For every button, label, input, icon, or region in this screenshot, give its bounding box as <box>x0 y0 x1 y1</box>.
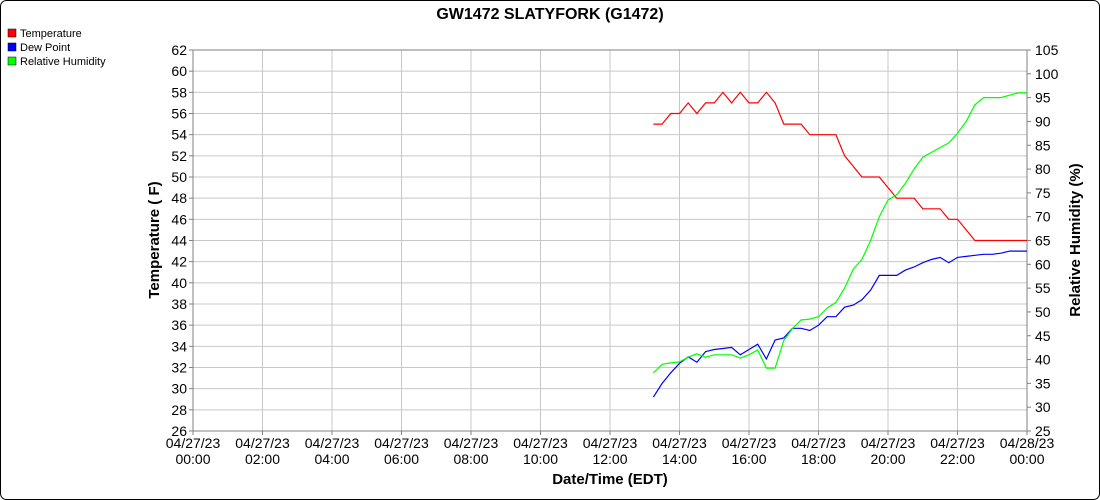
x-axis-title: Date/Time (EDT) <box>552 471 668 488</box>
x-tick-label: 04/28/23 <box>1000 435 1055 451</box>
y-axis-title: Temperature ( F) <box>146 181 163 298</box>
x-tick-label: 04/27/23 <box>861 435 916 451</box>
legend-label: Relative Humidity <box>20 56 106 68</box>
y-tick-label: 36 <box>171 317 187 333</box>
x-tick-label: 10:00 <box>523 451 558 467</box>
x-tick-label: 02:00 <box>245 451 280 467</box>
x-tick-label: 04/27/23 <box>930 435 985 451</box>
x-tick-label: 04/27/23 <box>374 435 429 451</box>
x-tick-label: 04/27/23 <box>444 435 499 451</box>
legend-swatch <box>7 28 17 38</box>
y-tick-label: 50 <box>171 169 187 185</box>
y2-tick-label: 55 <box>1035 280 1051 296</box>
y-tick-label: 40 <box>171 275 187 291</box>
x-tick-label: 16:00 <box>731 451 766 467</box>
y2-tick-label: 60 <box>1035 256 1051 272</box>
legend-label: Temperature <box>20 28 82 40</box>
y-tick-label: 44 <box>171 233 187 249</box>
y-tick-label: 32 <box>171 360 187 376</box>
x-tick-label: 04/27/23 <box>235 435 290 451</box>
y2-tick-label: 45 <box>1035 328 1051 344</box>
y2-tick-label: 80 <box>1035 161 1051 177</box>
x-tick-label: 04/27/23 <box>166 435 221 451</box>
y2-tick-label: 100 <box>1035 66 1059 82</box>
legend-swatch <box>7 42 17 52</box>
x-tick-label: 04/27/23 <box>305 435 360 451</box>
x-tick-label: 06:00 <box>384 451 419 467</box>
y2-tick-label: 105 <box>1035 42 1059 58</box>
y-tick-label: 30 <box>171 381 187 397</box>
y2-tick-label: 25 <box>1035 423 1051 439</box>
x-tick-label: 00:00 <box>175 451 210 467</box>
y-tick-label: 54 <box>171 127 187 143</box>
y2-tick-label: 65 <box>1035 233 1051 249</box>
series-line <box>652 92 1027 374</box>
x-tick-label: 08:00 <box>453 451 488 467</box>
y-tick-label: 38 <box>171 296 187 312</box>
y-tick-label: 46 <box>171 211 187 227</box>
y2-tick-label: 30 <box>1035 399 1051 415</box>
x-tick-label: 04/27/23 <box>652 435 707 451</box>
y-tick-label: 42 <box>171 254 187 270</box>
y-tick-label: 56 <box>171 106 187 122</box>
y2-tick-label: 35 <box>1035 375 1051 391</box>
y-tick-label: 60 <box>171 63 187 79</box>
y2-axis-title: Relative Humidity (%) <box>1067 163 1084 316</box>
y2-tick-label: 50 <box>1035 304 1051 320</box>
x-tick-label: 12:00 <box>592 451 627 467</box>
y2-tick-label: 90 <box>1035 113 1051 129</box>
y-tick-label: 58 <box>171 84 187 100</box>
x-tick-label: 20:00 <box>870 451 905 467</box>
y-tick-label: 52 <box>171 148 187 164</box>
y-tick-label: 28 <box>171 402 187 418</box>
x-tick-label: 00:00 <box>1009 451 1044 467</box>
legend-label: Dew Point <box>20 42 70 54</box>
chart-title: GW1472 SLATYFORK (G1472) <box>436 6 663 23</box>
y2-tick-label: 85 <box>1035 137 1051 153</box>
x-tick-label: 14:00 <box>662 451 697 467</box>
y-tick-label: 34 <box>171 338 187 354</box>
x-tick-label: 04:00 <box>314 451 349 467</box>
y-tick-label: 48 <box>171 190 187 206</box>
y2-tick-label: 95 <box>1035 90 1051 106</box>
legend-swatch <box>7 56 17 66</box>
series-line <box>652 250 1027 398</box>
y-tick-label: 26 <box>171 423 187 439</box>
y2-tick-label: 70 <box>1035 209 1051 225</box>
y2-tick-label: 40 <box>1035 352 1051 368</box>
series-line <box>653 91 1027 242</box>
x-tick-label: 04/27/23 <box>583 435 638 451</box>
y2-tick-label: 75 <box>1035 185 1051 201</box>
x-tick-label: 04/27/23 <box>791 435 846 451</box>
x-tick-label: 22:00 <box>940 451 975 467</box>
x-tick-label: 04/27/23 <box>722 435 777 451</box>
x-tick-label: 18:00 <box>801 451 836 467</box>
y-tick-label: 62 <box>171 42 187 58</box>
x-tick-label: 04/27/23 <box>513 435 568 451</box>
